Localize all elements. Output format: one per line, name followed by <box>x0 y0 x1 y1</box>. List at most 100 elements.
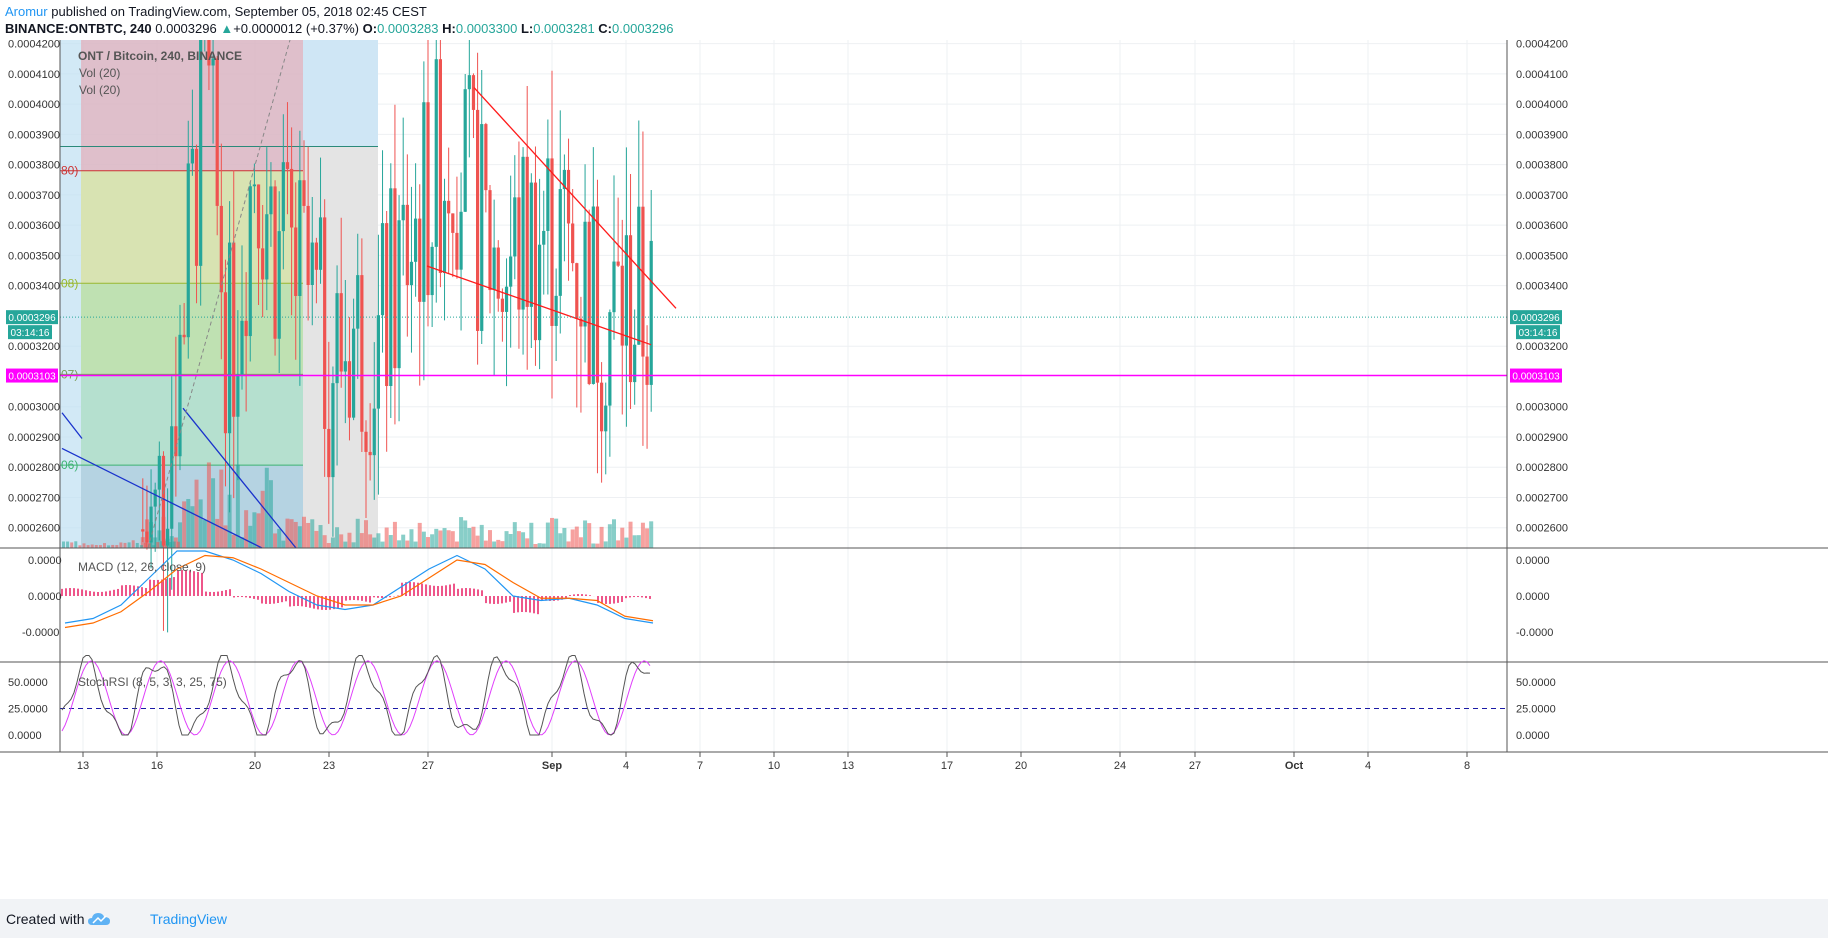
volume-bar <box>595 543 600 548</box>
volume-bar <box>178 522 182 548</box>
candle-body <box>145 531 149 543</box>
candle-body <box>219 205 223 293</box>
tradingview-cloud-icon <box>88 913 110 925</box>
countdown-tag-right-bg <box>1516 325 1560 340</box>
candle-body <box>298 180 302 297</box>
volume-bar <box>409 529 414 548</box>
volume-bar <box>359 533 364 548</box>
author-link[interactable]: Aromur <box>5 4 48 19</box>
candle-body <box>633 344 637 383</box>
candle-body <box>385 223 389 387</box>
volume-bar <box>202 520 207 548</box>
candle-body <box>471 75 476 110</box>
volume-bar <box>215 518 220 548</box>
fib-level-label: 08) <box>61 276 78 290</box>
fib-level-label: 80) <box>61 164 78 178</box>
volume-bar <box>144 542 147 548</box>
candle-body <box>269 186 273 215</box>
volume-bar <box>496 539 501 548</box>
candle-body <box>211 58 215 66</box>
volume-bar <box>479 524 484 548</box>
candle-body <box>401 204 405 221</box>
candle-body <box>438 59 442 273</box>
volume-bar <box>244 510 249 548</box>
candle-body <box>422 102 426 302</box>
macd-line <box>64 550 654 624</box>
volume-bar <box>450 531 455 548</box>
candle-body <box>513 197 517 257</box>
x-tick-label: Oct <box>1285 760 1304 772</box>
candle-body <box>608 312 612 406</box>
volume-bar <box>123 542 127 548</box>
y-tick-label-left: 0.0003700 <box>8 190 60 202</box>
candle-body <box>488 190 492 291</box>
y-tick-label-right: 0.0002800 <box>1516 462 1568 474</box>
candle-body <box>141 529 145 532</box>
volume-bar <box>277 528 282 548</box>
candle-body <box>476 109 480 331</box>
high-value: 0.0003300 <box>455 21 518 36</box>
candle-body <box>327 428 331 478</box>
y-tick-label-right: 0.0003200 <box>1516 341 1568 353</box>
y-tick-label-left: 0.0004200 <box>8 40 60 51</box>
candle-body <box>620 265 624 346</box>
volume-bar <box>152 545 156 548</box>
open-value: 0.0003283 <box>377 21 439 36</box>
volume-bar <box>368 534 373 548</box>
volume-bar <box>293 521 298 548</box>
volume-bar <box>558 533 563 548</box>
volume-bar <box>364 520 368 548</box>
zone-green <box>81 283 303 375</box>
stoch-tick-right: 25.0000 <box>1516 704 1556 716</box>
volume-bar <box>413 541 418 548</box>
stoch-tick-left: 0.0000 <box>8 730 42 742</box>
candle-body <box>455 232 459 270</box>
ohlc-line: BINANCE:ONTBTC, 240 0.0003296 ▲+0.000001… <box>5 21 673 36</box>
y-tick-label-left: 0.0003900 <box>8 129 60 141</box>
candle-body <box>285 162 290 169</box>
candle-body <box>277 231 281 339</box>
volume-bar <box>339 534 344 548</box>
y-tick-label-left: 0.0002800 <box>8 462 60 474</box>
chart-header: Aromur published on TradingView.com, Sep… <box>0 0 1828 40</box>
candle-body <box>190 148 194 164</box>
volume-bar <box>645 528 650 548</box>
candle-body <box>372 408 376 456</box>
volume-bar <box>140 537 145 548</box>
candle-body <box>157 455 161 490</box>
price-tag-right: 0.0003296 <box>1512 313 1560 324</box>
candle-body <box>393 188 397 369</box>
x-tick-label: 10 <box>768 760 780 772</box>
candle-body <box>186 163 190 338</box>
volume-bar <box>82 543 86 548</box>
candle-body <box>566 169 571 224</box>
candle-body <box>360 275 364 432</box>
candle-body <box>542 230 546 245</box>
candle-body <box>174 426 178 457</box>
stoch-tick-left: 50.0000 <box>8 677 48 689</box>
up-triangle-icon: ▲ <box>220 21 234 36</box>
tradingview-brand-link[interactable]: TradingView <box>150 911 228 927</box>
volume-bar <box>190 506 195 548</box>
dashed-projection <box>147 40 291 549</box>
footer: Created with TradingView <box>0 899 1828 938</box>
volume-bar <box>281 540 286 548</box>
blue-line-c <box>182 407 297 549</box>
volume-bar <box>347 532 352 548</box>
volume-bar <box>198 499 203 548</box>
symbol-label: BINANCE:ONTBTC, 240 <box>5 21 152 36</box>
candle-body <box>641 206 645 357</box>
candle-body <box>182 334 186 338</box>
candle-body <box>397 220 401 369</box>
y-tick-label-right: 0.0003800 <box>1516 160 1568 172</box>
chart-canvas[interactable]: 80) 08) 07) 06) 0.0004200 0.0004200 0.0004100… <box>0 40 1828 899</box>
candle-body <box>624 235 628 346</box>
volume-bar <box>624 537 629 548</box>
macd-tick-left: 0.0000 <box>28 555 62 567</box>
candle-body <box>628 235 633 383</box>
stoch-tick-left: 25.0000 <box>8 704 48 716</box>
candle-body <box>335 293 339 384</box>
volume-bar <box>173 537 178 548</box>
volume-bar <box>94 545 98 548</box>
volume-bar <box>454 541 459 548</box>
